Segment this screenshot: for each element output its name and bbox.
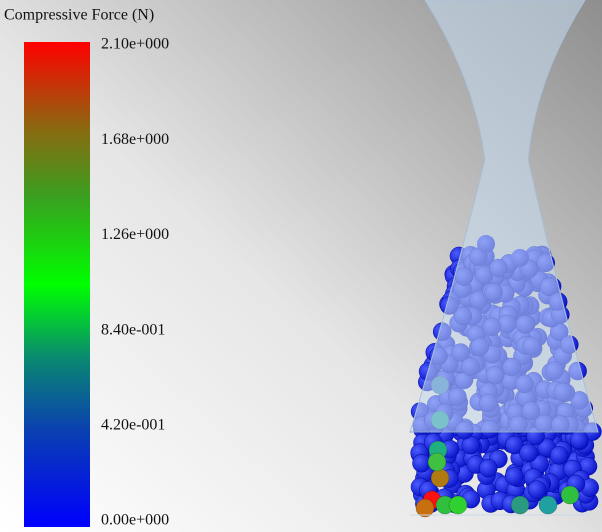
tick-label: 1.26e+000	[101, 226, 169, 243]
particle	[416, 499, 434, 517]
particle	[520, 444, 538, 462]
particle	[511, 496, 529, 514]
legend-title: Compressive Force (N)	[4, 7, 154, 24]
particle	[570, 431, 588, 449]
tick-label: 0.00e+000	[101, 512, 169, 529]
particle	[431, 469, 449, 487]
particle	[528, 481, 546, 499]
particle	[550, 446, 568, 464]
particle	[449, 496, 467, 514]
tick-label: 8.40e-001	[101, 321, 165, 338]
particle	[479, 459, 497, 477]
particle	[505, 467, 523, 485]
tick-label: 1.68e+000	[101, 131, 169, 148]
tick-label: 4.20e-001	[101, 416, 165, 433]
particle	[561, 486, 579, 504]
tick-label: 2.10e+000	[101, 36, 169, 53]
simulation-view: Compressive Force (N) 2.10e+000 1.68e+000…	[0, 0, 602, 532]
particle	[413, 454, 431, 472]
particle	[539, 496, 557, 514]
particle	[428, 453, 446, 471]
viewport: Compressive Force (N) 2.10e+000 1.68e+000…	[0, 0, 602, 532]
color-bar	[24, 42, 90, 527]
